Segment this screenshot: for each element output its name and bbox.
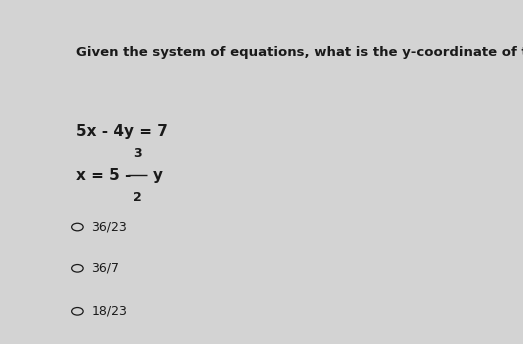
Text: x = 5 -: x = 5 - <box>76 168 137 183</box>
Text: 5x - 4y = 7: 5x - 4y = 7 <box>76 124 168 139</box>
Text: Given the system of equations, what is the y-coordinate of the solution?: Given the system of equations, what is t… <box>76 46 523 60</box>
Text: y: y <box>153 168 163 183</box>
Text: 36/23: 36/23 <box>92 221 127 234</box>
Text: 3: 3 <box>133 147 142 160</box>
Text: 2: 2 <box>133 191 142 204</box>
Text: 36/7: 36/7 <box>92 262 120 275</box>
Text: 18/23: 18/23 <box>92 305 128 318</box>
